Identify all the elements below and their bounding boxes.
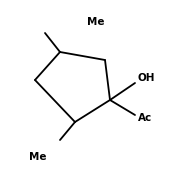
Text: Me: Me	[29, 152, 47, 162]
Text: OH: OH	[138, 73, 156, 83]
Text: Me: Me	[87, 17, 104, 27]
Text: Ac: Ac	[138, 113, 152, 123]
